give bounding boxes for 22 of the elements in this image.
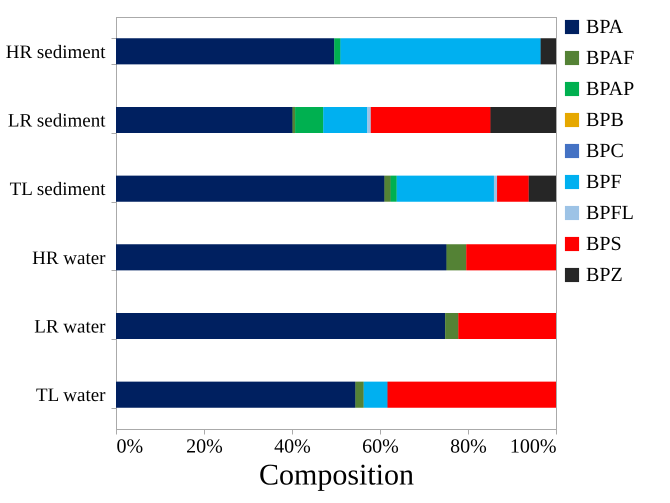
x-axis-title: Composition bbox=[258, 458, 414, 492]
x-tick-label: 20% bbox=[186, 436, 223, 458]
legend-label: BPB bbox=[586, 109, 624, 131]
x-tick-label: 80% bbox=[450, 436, 487, 458]
legend-label: BPFL bbox=[586, 202, 634, 224]
y-tick-label: LR water bbox=[34, 316, 106, 338]
legend-label: BPC bbox=[586, 140, 624, 162]
y-tick-label: LR sediment bbox=[8, 110, 106, 132]
y-tick-label: TL sediment bbox=[10, 179, 106, 200]
x-tick-label: 60% bbox=[362, 436, 399, 458]
x-tick-label: 40% bbox=[274, 436, 311, 458]
legend-label: BPZ bbox=[586, 264, 623, 286]
y-tick-label: TL water bbox=[36, 385, 106, 406]
y-tick-label: HR sediment bbox=[6, 42, 106, 63]
legend-label: BPAP bbox=[586, 78, 634, 100]
x-tick-label: 100% bbox=[510, 436, 556, 458]
x-tick-label: 0% bbox=[116, 436, 144, 458]
legend-label: BPAF bbox=[586, 47, 634, 69]
legend-label: BPA bbox=[586, 16, 624, 38]
legend-label: BPS bbox=[586, 233, 622, 255]
y-tick-label: HR water bbox=[32, 248, 106, 269]
legend-label: BPF bbox=[586, 171, 622, 193]
